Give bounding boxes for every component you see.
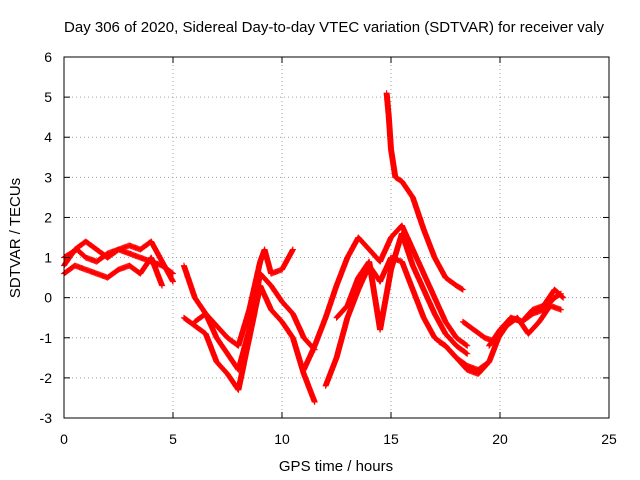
series-track-j bbox=[383, 90, 466, 293]
y-tick-labels: -3 -2 -1 0 1 2 3 4 5 6 bbox=[40, 49, 53, 426]
y-tick-label: 5 bbox=[44, 89, 52, 105]
series-track-g bbox=[300, 222, 471, 373]
data-markers bbox=[61, 254, 166, 289]
series-track-i bbox=[333, 230, 471, 357]
series-track-m bbox=[486, 286, 567, 349]
y-tick-label: 1 bbox=[44, 250, 52, 266]
series-track-l bbox=[459, 302, 564, 345]
data-markers bbox=[486, 286, 567, 349]
x-tick-label: 10 bbox=[274, 431, 290, 447]
data-markers bbox=[333, 230, 471, 357]
x-axis-label: GPS time / hours bbox=[279, 458, 393, 475]
plot-frame bbox=[63, 56, 610, 419]
data-points bbox=[61, 90, 567, 405]
y-tick-label: 6 bbox=[44, 49, 52, 65]
data-markers bbox=[300, 222, 471, 373]
y-tick-label: 4 bbox=[44, 129, 52, 145]
y-tick-label: -1 bbox=[40, 330, 53, 346]
x-tick-label: 20 bbox=[492, 431, 508, 447]
data-markers bbox=[459, 302, 564, 345]
y-axis-label: SDTVAR / TECUs bbox=[7, 178, 24, 298]
series-track-c bbox=[61, 254, 166, 289]
chart-title: Day 306 of 2020, Sidereal Day-to-day VTE… bbox=[64, 19, 604, 36]
y-tick-label: 2 bbox=[44, 209, 52, 225]
data-markers bbox=[383, 90, 466, 293]
y-tick-label: -2 bbox=[40, 370, 53, 386]
x-tick-label: 0 bbox=[60, 431, 68, 447]
x-tick-label: 5 bbox=[169, 431, 177, 447]
y-tick-label: -3 bbox=[40, 410, 53, 426]
y-tick-label: 3 bbox=[44, 169, 52, 185]
y-tick-label: 0 bbox=[44, 290, 52, 306]
x-tick-label: 15 bbox=[383, 431, 399, 447]
x-tick-labels: 0 5 10 15 20 25 bbox=[60, 431, 617, 447]
x-tick-label: 25 bbox=[601, 431, 617, 447]
axis-ticks bbox=[63, 56, 610, 419]
